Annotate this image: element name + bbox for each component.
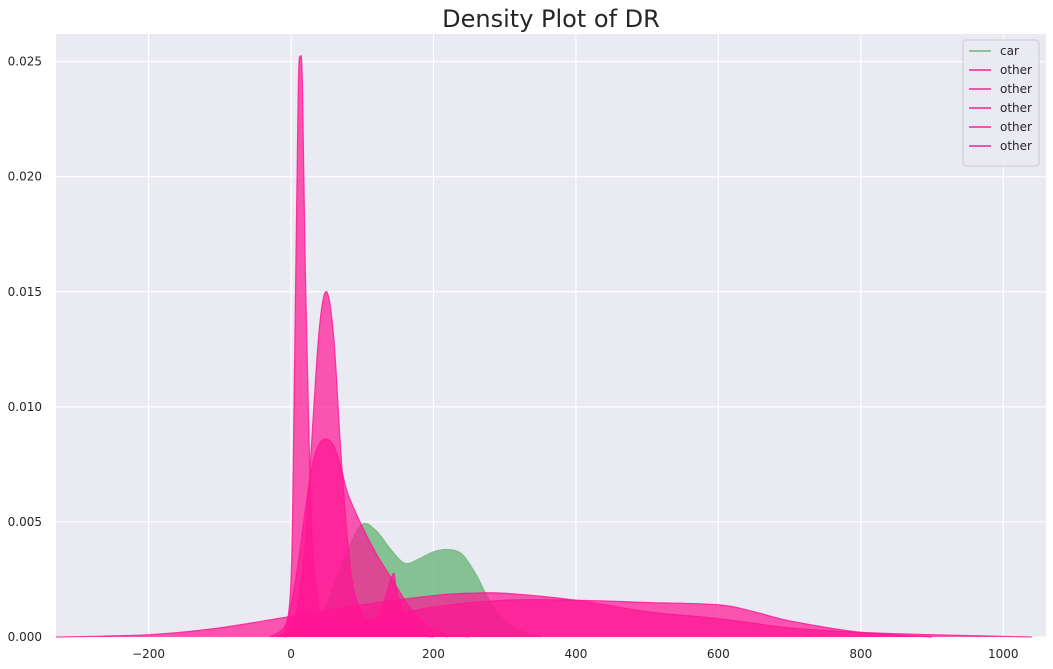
y-tick-label: 0.015	[8, 285, 42, 299]
x-tick-label: 200	[422, 647, 445, 661]
chart-title: Density Plot of DR	[442, 5, 660, 33]
y-tick-label: 0.000	[8, 630, 42, 644]
x-axis: −200 0 200 400 600 800 1000	[132, 647, 1018, 661]
density-area-5	[276, 599, 933, 637]
legend-label: other	[1000, 63, 1032, 77]
legend-label: other	[1000, 139, 1032, 153]
x-tick-label: 600	[707, 647, 730, 661]
grid-lines	[56, 34, 1046, 638]
x-tick-label: 0	[287, 647, 295, 661]
legend-label: other	[1000, 82, 1032, 96]
density-area-3	[269, 438, 470, 637]
x-tick-label: 1000	[988, 647, 1019, 661]
legend-label: other	[1000, 101, 1032, 115]
y-tick-label: 0.010	[8, 400, 42, 414]
y-axis: 0.000 0.005 0.010 0.015 0.020 0.025	[8, 55, 42, 644]
density-line-5	[276, 598, 933, 638]
legend-label: car	[1000, 44, 1019, 58]
legend: car other other other other other	[962, 39, 1040, 167]
y-tick-label: 0.020	[8, 170, 42, 184]
plot-background	[56, 34, 1046, 637]
x-tick-label: 800	[849, 647, 872, 661]
y-tick-label: 0.005	[8, 515, 42, 529]
density-areas	[55, 54, 1032, 638]
legend-box	[962, 39, 1040, 167]
x-tick-label: 400	[564, 647, 587, 661]
legend-label: other	[1000, 120, 1032, 134]
x-tick-label: −200	[132, 647, 165, 661]
y-tick-label: 0.025	[8, 55, 42, 69]
